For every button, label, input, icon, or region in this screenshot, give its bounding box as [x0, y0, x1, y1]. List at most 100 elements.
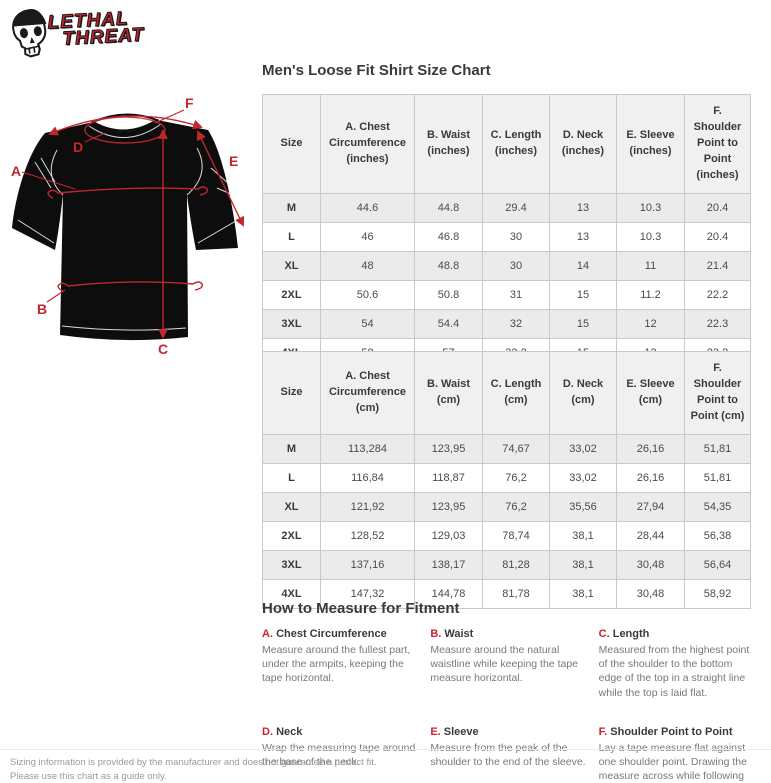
label-f: F	[185, 95, 194, 111]
measure-item-text: Lay a tape measure flat against one shou…	[598, 741, 747, 783]
table-cell: 30,48	[616, 578, 685, 609]
column-header: C. Length (cm)	[482, 351, 550, 435]
table-cell: 78,74	[482, 520, 550, 551]
column-header: D. Neck (cm)	[549, 351, 617, 435]
measure-item-name: Waist	[444, 628, 474, 640]
disclaimer-line-1: Sizing information is provided by the ma…	[10, 757, 377, 768]
table-cell: 138,17	[414, 549, 483, 580]
label-d: D	[73, 139, 83, 155]
measure-item: B. Waist Measure around the natural waist…	[430, 628, 585, 700]
table-cell: 11	[616, 250, 685, 281]
table-cell: 14	[549, 250, 617, 281]
lethal-threat-logo: LETHAL THREAT	[10, 8, 145, 58]
table-cell: 44.6	[320, 192, 415, 223]
logo-wordmark: LETHAL THREAT	[47, 8, 145, 50]
header-row: Size A. Chest Circumference (inches) B. Wa…	[262, 94, 751, 194]
table-cell: 38,1	[549, 549, 617, 580]
disclaimer-line-2: Please use this chart as a guide only.	[10, 770, 167, 782]
size-table-cm: Size A. Chest Circumference (cm) B. Waist …	[262, 351, 751, 609]
table-cell: 27,94	[616, 491, 685, 522]
table-row: 3XL 137,16 138,17 81,28 38,1 30,48 56,64	[262, 549, 751, 580]
measure-item-name: Chest Circumference	[276, 628, 387, 640]
table-row: 4XL 147,32 144,78 81,78 38,1 30,48 58,92	[262, 578, 751, 609]
table-cell: 26,16	[616, 462, 685, 493]
column-header: Size	[262, 351, 321, 435]
table-cell: 31	[482, 279, 550, 310]
header-row: Size A. Chest Circumference (cm) B. Waist …	[262, 351, 751, 435]
table-row: L 46 46.8 30 13 10.3 20.4	[262, 221, 751, 252]
table-cell: 10.3	[616, 192, 685, 223]
measure-item-title: D. Neck	[262, 726, 417, 738]
table-cell: 20.4	[684, 221, 751, 252]
table-cell: 50.6	[320, 279, 415, 310]
table-cell: 11.2	[616, 279, 685, 310]
table-cell: 128,52	[320, 520, 415, 551]
table-cell: 129,03	[414, 520, 483, 551]
table-cell: 137,16	[320, 549, 415, 580]
table-cell: 29.4	[482, 192, 550, 223]
table-row: 2XL 50.6 50.8 31 15 11.2 22.2	[262, 279, 751, 310]
table-cell: 22.2	[684, 279, 751, 310]
table-cell: 123,95	[414, 491, 483, 522]
table-cell: 28,44	[616, 520, 685, 551]
table-cell: 58,92	[684, 578, 751, 609]
measure-item-title: B. Waist	[430, 628, 585, 640]
column-header: B. Waist (inches)	[414, 94, 483, 194]
measure-item-text: Wrap the measuring tape around the base …	[262, 741, 416, 768]
table-cell: XL	[262, 250, 321, 281]
column-header: A. Chest Circumference (inches)	[320, 94, 415, 194]
measure-item-name: Length	[612, 628, 650, 640]
measure-item-letter: F.	[598, 725, 611, 738]
table-cell: 30,48	[616, 549, 685, 580]
table-cell: 2XL	[262, 279, 321, 310]
table-cell: 56,64	[684, 549, 751, 580]
table-cell: 144,78	[414, 578, 483, 609]
measure-item-name: Sleeve	[443, 725, 479, 738]
table-cell: 2XL	[262, 520, 321, 551]
table-cell: 147,32	[320, 578, 415, 609]
table-cell: 30	[482, 221, 550, 252]
table-cell: 22.3	[684, 308, 751, 339]
table-cell: 21.4	[684, 250, 751, 281]
measure-item-letter: B.	[430, 628, 445, 640]
table-row: M 113,284 123,95 74,67 33,02 26,16 51,81	[262, 433, 751, 464]
label-e: E	[229, 153, 238, 169]
measure-item: C. Length Measured from the highest point…	[599, 628, 754, 700]
tshirt-measurement-diagram: A B C D E F	[11, 95, 244, 357]
measure-item: F. Shoulder Point to Point Lay a tape mea…	[599, 726, 754, 783]
table-cell: 118,87	[414, 462, 483, 493]
table-cell: 26,16	[616, 433, 685, 464]
table-cell: 33,02	[549, 433, 617, 464]
measure-item: E. Sleeve Measure from the peak of the sh…	[430, 726, 585, 783]
table-cell: 38,1	[549, 578, 617, 609]
table-cell: 116,84	[320, 462, 415, 493]
measure-item-letter: D.	[262, 725, 277, 738]
measure-item-title: A. Chest Circumference	[262, 628, 417, 640]
table-cell: 56,38	[684, 520, 751, 551]
table-cell: 3XL	[262, 308, 321, 339]
measure-item-letter: A.	[262, 628, 277, 640]
measure-item: D. Neck Wrap the measuring tape around th…	[262, 726, 417, 783]
table-cell: M	[262, 192, 321, 223]
table-row: 2XL 128,52 129,03 78,74 38,1 28,44 56,38	[262, 520, 751, 551]
label-a: A	[11, 163, 21, 179]
table-row: 3XL 54 54.4 32 15 12 22.3	[262, 308, 751, 339]
table-cell: 12	[616, 308, 685, 339]
table-cell: 10.3	[616, 221, 685, 252]
table-cell: 74,67	[482, 433, 550, 464]
table-cell: 15	[549, 308, 617, 339]
page-title: Men's Loose Fit Shirt Size Chart	[262, 62, 491, 79]
table-cell: 54	[320, 308, 415, 339]
column-header: E. Sleeve (inches)	[616, 94, 685, 194]
table-cell: 3XL	[262, 549, 321, 580]
skull-icon	[12, 9, 47, 58]
measure-item-title: F. Shoulder Point to Point	[599, 726, 754, 738]
column-header: C. Length (inches)	[482, 94, 550, 194]
column-header: A. Chest Circumference (cm)	[320, 351, 415, 435]
measure-item-name: Shoulder Point to Point	[610, 725, 733, 738]
measure-item-text: Measured from the highest point of the s…	[598, 644, 750, 699]
table-cell: 20.4	[684, 192, 751, 223]
table-cell: 54,35	[684, 491, 751, 522]
table-cell: 13	[549, 221, 617, 252]
